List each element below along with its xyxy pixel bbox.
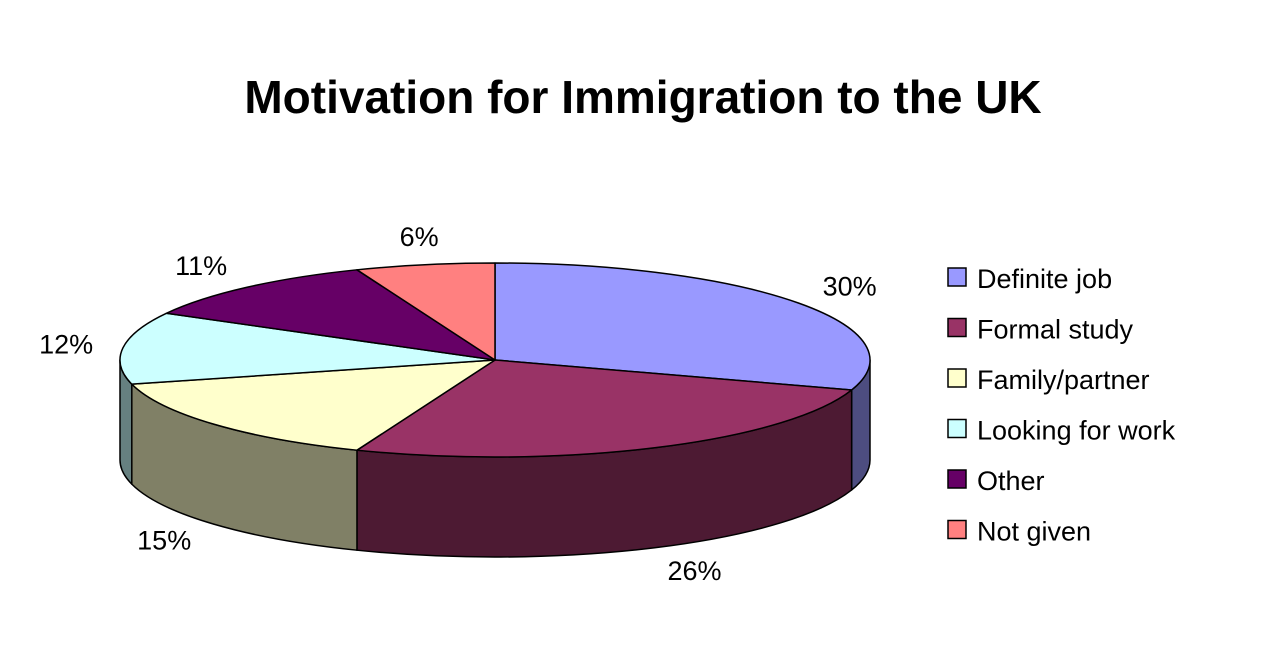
- legend-label: Looking for work: [977, 416, 1176, 446]
- legend-label: Formal study: [977, 315, 1134, 345]
- legend-label: Other: [977, 466, 1045, 496]
- pie-labels: 30% 26% 15% 12% 11% 6%: [39, 222, 877, 586]
- legend-swatch: [947, 368, 967, 388]
- pie-top: [119, 262, 871, 458]
- legend-swatch: [947, 418, 967, 439]
- pie-value-label: 12%: [39, 329, 93, 359]
- pie-value-label: 15%: [137, 526, 191, 556]
- pie-sides: [119, 359, 871, 558]
- pie-slice-looking-for-work: [119, 312, 496, 385]
- chart-title: Motivation for Immigration to the UK: [244, 71, 1041, 123]
- legend-swatch: [947, 519, 967, 540]
- pie-slice-other: [165, 269, 496, 361]
- legend: Definite job Formal study Family/partner Lo…: [947, 264, 1176, 547]
- legend-swatch: [947, 267, 967, 287]
- pie-slice-family-partner: [131, 359, 496, 451]
- pie-slice-formal-study: [356, 359, 853, 458]
- pie-slice-not-given: [356, 262, 496, 361]
- legend-label: Family/partner: [977, 365, 1150, 395]
- legend-label: Definite job: [977, 264, 1112, 294]
- pie-value-label: 30%: [823, 272, 877, 302]
- pie-value-label: 11%: [175, 251, 227, 281]
- legend-label: Not given: [977, 517, 1091, 547]
- pie-slice-definite-job: [494, 262, 871, 391]
- legend-swatch: [947, 469, 967, 489]
- pie-value-label: 6%: [400, 222, 439, 252]
- pie-value-label: 26%: [667, 556, 721, 586]
- legend-swatch: [947, 317, 967, 338]
